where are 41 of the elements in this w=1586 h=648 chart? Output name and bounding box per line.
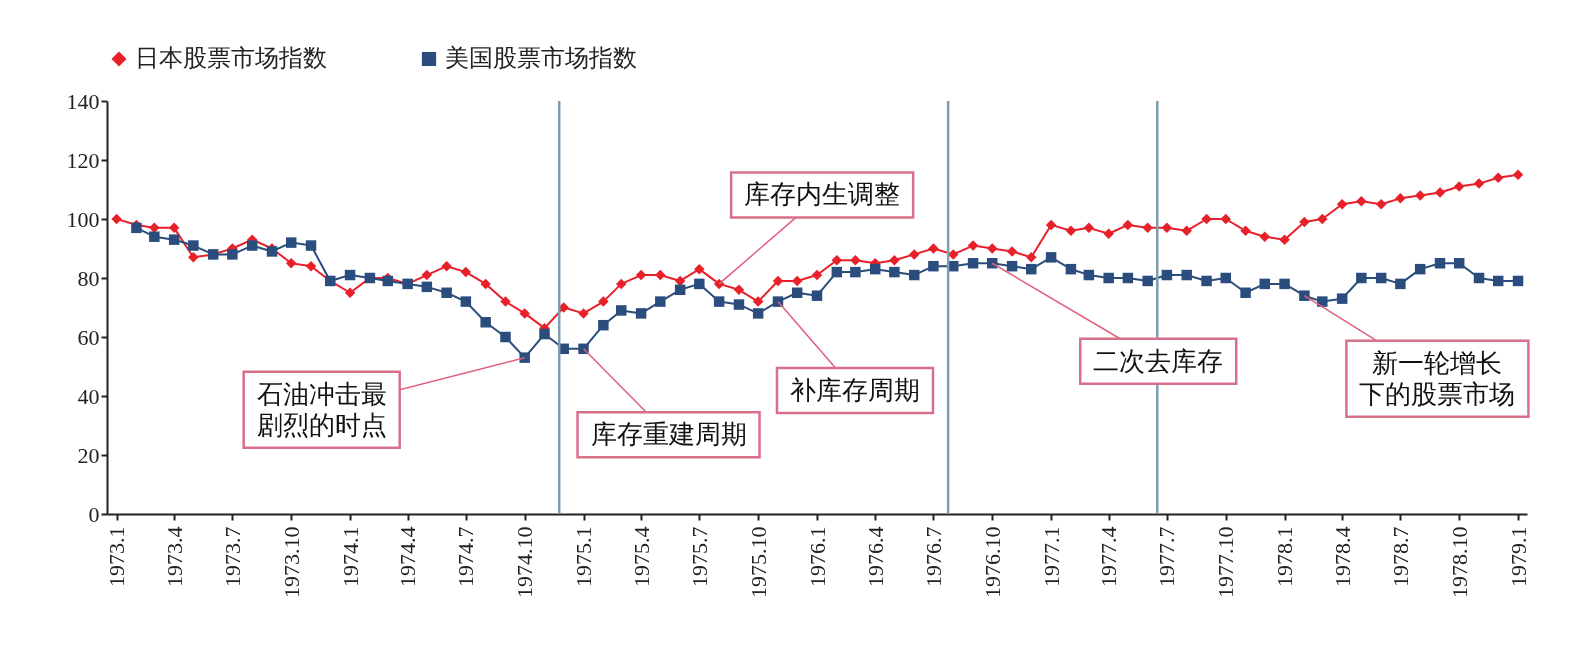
y-tick-label: 20 xyxy=(77,442,100,468)
x-tick-label: 1975.4 xyxy=(628,526,654,587)
x-tick-label: 1977.7 xyxy=(1154,526,1180,587)
x-tick-label: 1976.4 xyxy=(862,526,888,587)
y-tick-label: 140 xyxy=(66,88,100,114)
x-tick-label: 1978.1 xyxy=(1272,526,1298,587)
x-tick-label: 1977.4 xyxy=(1096,526,1122,587)
x-tick-label: 1974.1 xyxy=(337,526,363,587)
x-tick-label: 1974.7 xyxy=(453,526,479,587)
annotation: 二次去库存 xyxy=(1093,346,1224,376)
y-tick-label: 80 xyxy=(77,265,100,291)
annotation: 新一轮增长下的股票市场 xyxy=(1359,348,1516,409)
x-tick-label: 1974.10 xyxy=(512,526,538,598)
annotation: 补库存周期 xyxy=(789,376,920,406)
x-tick-label: 1973.10 xyxy=(278,526,304,598)
y-tick-label: 0 xyxy=(88,501,100,527)
x-tick-label: 1979.1 xyxy=(1505,526,1531,587)
x-tick-label: 1973.1 xyxy=(104,526,130,587)
annotation: 石油冲击最剧烈的时点 xyxy=(256,379,387,440)
x-tick-label: 1974.4 xyxy=(395,526,421,587)
x-tick-label: 1973.7 xyxy=(219,526,245,587)
x-tick-label: 1975.7 xyxy=(686,526,712,587)
x-tick-label: 1978.7 xyxy=(1387,526,1413,587)
y-tick-label: 60 xyxy=(77,324,100,350)
x-tick-label: 1977.1 xyxy=(1038,526,1064,587)
legend-label: 美国股票市场指数 xyxy=(445,45,637,71)
x-tick-label: 1976.10 xyxy=(979,526,1005,598)
y-tick-label: 120 xyxy=(66,147,100,173)
x-tick-label: 1978.10 xyxy=(1446,526,1472,598)
x-tick-label: 1978.4 xyxy=(1329,526,1355,587)
x-tick-label: 1976.7 xyxy=(920,526,946,587)
y-tick-label: 100 xyxy=(66,206,100,232)
x-tick-label: 1976.1 xyxy=(804,526,830,587)
legend-label: 日本股票市场指数 xyxy=(135,45,327,71)
x-tick-label: 1973.4 xyxy=(161,526,187,587)
y-tick-label: 40 xyxy=(77,383,100,409)
x-tick-label: 1975.10 xyxy=(745,526,771,598)
annotation: 库存内生调整 xyxy=(744,180,901,210)
x-tick-label: 1977.10 xyxy=(1213,526,1239,598)
annotation: 库存重建周期 xyxy=(590,420,747,450)
x-tick-label: 1975.1 xyxy=(571,526,597,587)
